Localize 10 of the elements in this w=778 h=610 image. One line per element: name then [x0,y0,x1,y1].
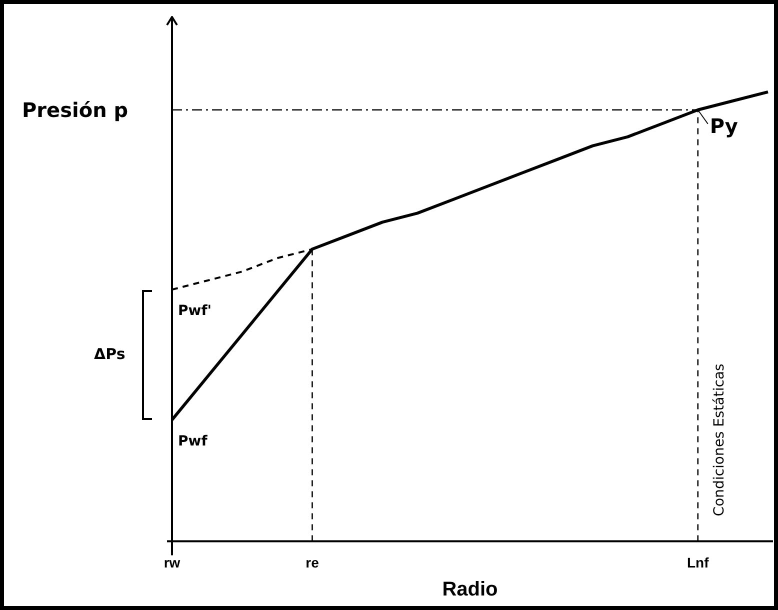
annotation: Pwf [178,434,208,450]
annotation: Pwf' [178,303,212,320]
ref-line-label: Condiciones Estáticas [712,364,728,516]
text: ΔPs [94,344,126,363]
annotation: Py [710,114,738,138]
x-tick-label: rw [164,554,180,570]
y-axis-title: Presión p [22,98,128,122]
x-tick-label: Lnf [687,554,710,570]
x-tick-label: re [306,554,320,570]
x-axis-title: Radio [442,578,498,601]
